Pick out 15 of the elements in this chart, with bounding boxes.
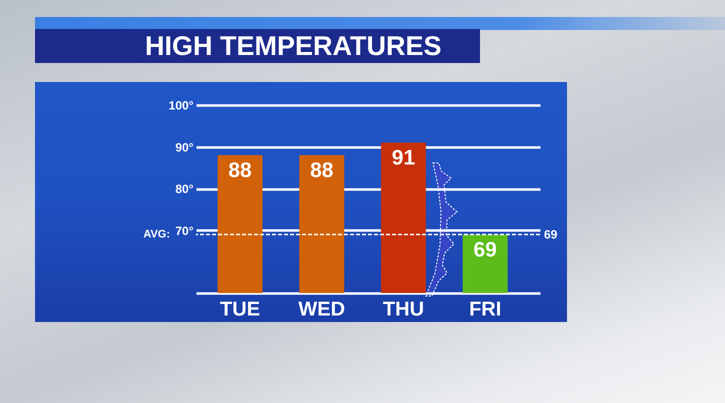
data-label: 69 <box>473 238 497 262</box>
data-label: 91 <box>392 146 416 170</box>
x-tick-label: WED <box>298 298 346 320</box>
ref-line-label: 69 <box>544 228 558 242</box>
text: AVG: <box>143 228 170 241</box>
x-tick-label: THU <box>382 298 424 320</box>
x-tick-label: TUE <box>220 298 260 320</box>
chart-title: HIGH TEMPERATURES <box>145 30 442 63</box>
y-tick-label: 80° <box>175 182 194 196</box>
data-label: 88 <box>310 159 334 182</box>
y-tick-label: 70° <box>175 224 194 238</box>
y-tick-label: 90° <box>175 140 194 154</box>
x-tick-label: FRI <box>469 298 502 320</box>
y-tick-label: 100° <box>168 98 194 112</box>
data-label: 88 <box>228 159 252 182</box>
